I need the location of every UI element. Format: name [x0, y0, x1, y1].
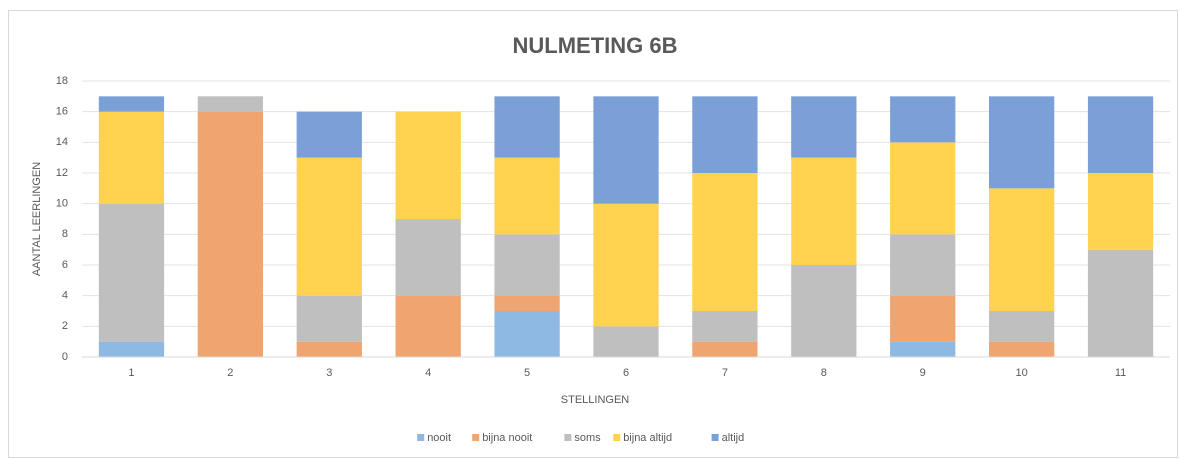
- x-tick-label: 7: [722, 367, 728, 379]
- y-tick-label: 16: [56, 106, 68, 118]
- legend-swatch: [564, 434, 572, 441]
- y-axis-label: AANTAL LEERLINGEN: [31, 162, 43, 276]
- x-tick-label: 11: [1115, 367, 1126, 379]
- legend-swatch: [613, 434, 621, 441]
- bar-segment: [395, 219, 461, 296]
- legend-swatch: [472, 434, 480, 441]
- y-tick-label: 18: [56, 75, 68, 87]
- bar-segment: [98, 203, 165, 342]
- bar-segment: [494, 157, 560, 235]
- y-tick-label: 2: [62, 320, 68, 332]
- legend-label: bijna altijd: [623, 432, 672, 444]
- legend-label: bijna nooit: [482, 432, 532, 444]
- bar-segment: [296, 341, 362, 357]
- x-tick-label: 6: [623, 367, 629, 379]
- bar-segment: [197, 111, 264, 358]
- x-tick-label: 2: [227, 367, 233, 379]
- bar-segment: [890, 142, 956, 235]
- bar-segment: [890, 295, 956, 342]
- bar-segment: [1087, 249, 1154, 357]
- legend-label: nooit: [427, 432, 451, 444]
- bar-segment: [988, 311, 1055, 342]
- bar-segment: [593, 326, 659, 357]
- bar-segment: [692, 96, 758, 173]
- legend-label: altijd: [722, 432, 745, 444]
- bar-segment: [791, 157, 857, 265]
- x-tick-label: 8: [821, 367, 827, 379]
- legend-swatch: [711, 434, 719, 441]
- bar-segment: [98, 96, 165, 112]
- bar-segment: [494, 96, 560, 158]
- bar-segment: [692, 311, 758, 342]
- x-tick-label: 5: [524, 367, 530, 379]
- bar-segment: [692, 341, 758, 357]
- legend-label: soms: [574, 432, 601, 444]
- x-tick-label: 3: [326, 367, 332, 379]
- y-tick-label: 0: [62, 351, 68, 363]
- bar-segment: [988, 341, 1055, 357]
- bar-segment: [494, 295, 560, 311]
- bar-segment: [791, 96, 857, 158]
- x-axis-label: STELLINGEN: [561, 394, 630, 406]
- y-tick-label: 12: [56, 167, 68, 179]
- legend-swatch: [417, 434, 425, 441]
- bar-segment: [1087, 96, 1154, 173]
- y-tick-label: 8: [62, 228, 68, 240]
- bar-segment: [791, 265, 857, 357]
- x-tick-label: 4: [425, 367, 431, 379]
- bar-segment: [890, 234, 956, 296]
- bar-segment: [395, 295, 461, 357]
- bar-segment: [98, 111, 165, 204]
- bar-segment: [890, 341, 956, 357]
- bar-segment: [1087, 173, 1154, 250]
- bar-segment: [988, 96, 1055, 189]
- y-tick-label: 10: [56, 198, 68, 210]
- bar-segment: [494, 311, 560, 357]
- bar-segment: [890, 96, 956, 143]
- bar-segment: [296, 157, 362, 296]
- bar-segment: [692, 173, 758, 311]
- bar-segment: [395, 111, 461, 219]
- y-tick-label: 14: [56, 136, 68, 148]
- bar-segment: [296, 111, 362, 158]
- bar-segment: [988, 188, 1055, 311]
- y-tick-label: 4: [62, 290, 68, 302]
- x-tick-label: 9: [920, 367, 926, 379]
- bar-segment: [593, 96, 659, 204]
- y-tick-label: 6: [62, 259, 68, 271]
- bar-segment: [494, 234, 560, 296]
- bar-segment: [98, 341, 165, 357]
- bar-segment: [296, 295, 362, 342]
- bar-segment: [593, 203, 659, 327]
- x-tick-label: 1: [128, 367, 134, 379]
- x-tick-label: 10: [1016, 367, 1028, 379]
- chart-title: NULMETING 6B: [513, 33, 678, 58]
- bar-segment: [197, 96, 264, 112]
